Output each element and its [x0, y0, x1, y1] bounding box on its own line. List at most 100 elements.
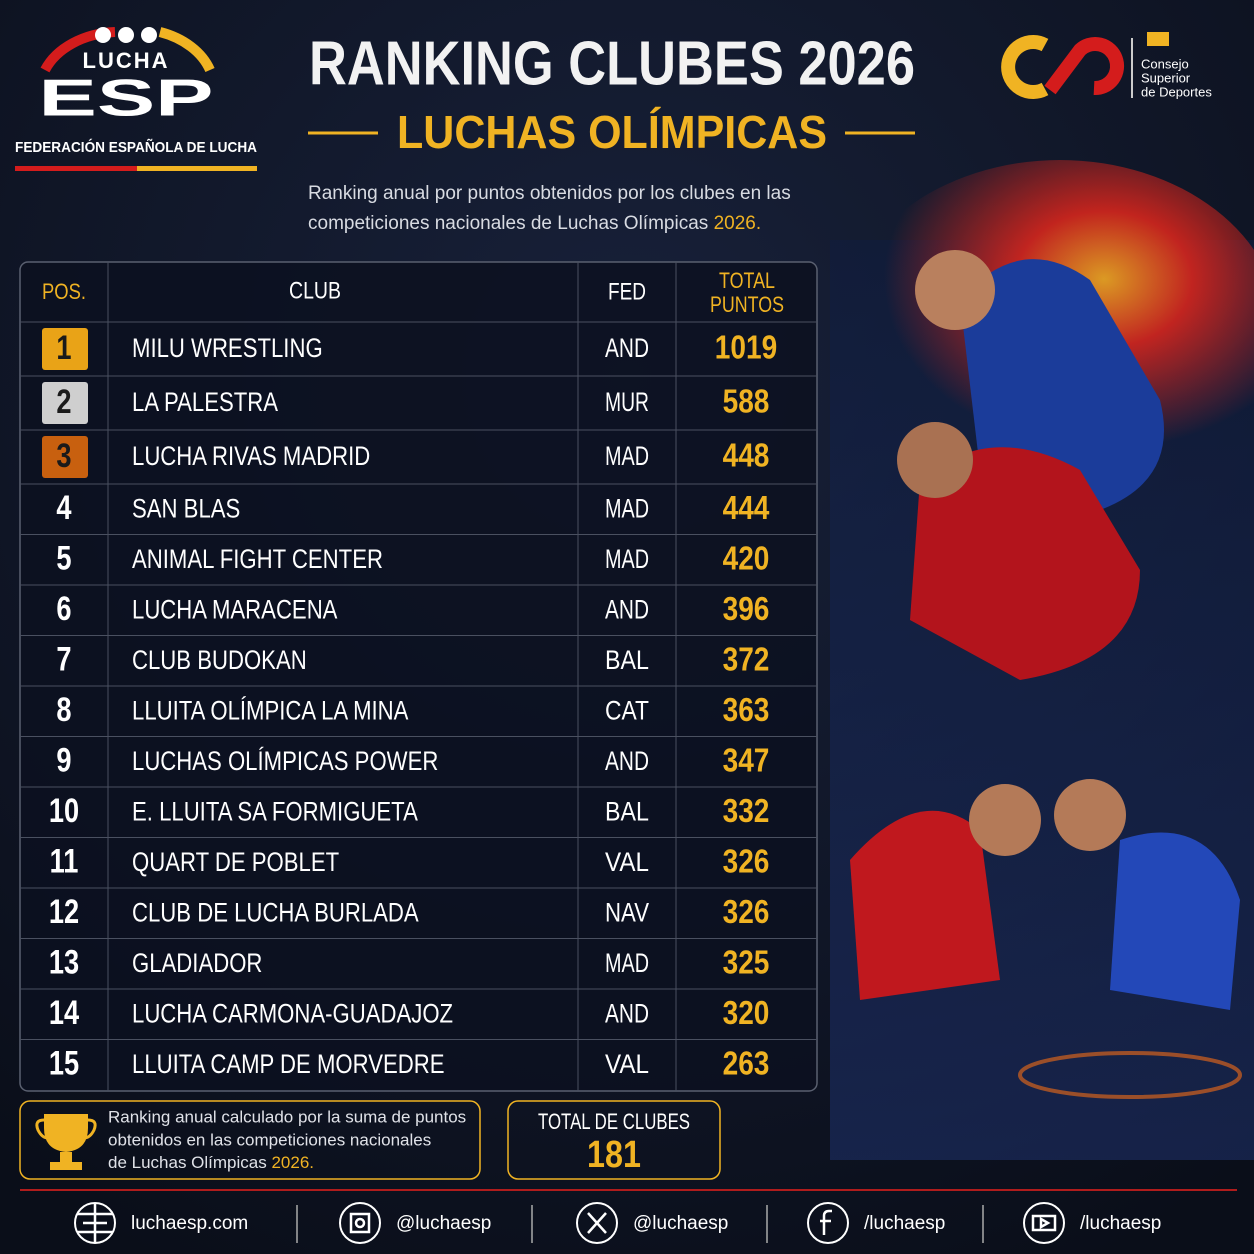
- federation-code: BAL: [605, 645, 649, 675]
- club-name: LUCHA RIVAS MADRID: [132, 441, 370, 471]
- icon-circle: [339, 1202, 381, 1244]
- club-name: E. LLUITA SA FORMIGUETA: [132, 796, 418, 826]
- trophy-handles: [35, 1118, 97, 1140]
- partner-name: Superior: [1141, 70, 1191, 85]
- total-points: 396: [723, 591, 770, 628]
- partner-name: de Deportes: [1141, 84, 1212, 99]
- header-club: CLUB: [289, 277, 341, 304]
- club-name: LA PALESTRA: [132, 387, 278, 417]
- club-name: LUCHA CARMONA-GUADAJOZ: [132, 998, 453, 1028]
- social-icon: [339, 1202, 381, 1244]
- total-points: 263: [723, 1045, 770, 1082]
- description: Ranking anual por puntos obtenidos por l…: [308, 183, 791, 204]
- social-link: @luchaesp: [633, 1213, 728, 1234]
- icon-glyph: [349, 1212, 371, 1234]
- total-points: 1019: [715, 330, 777, 367]
- federation-code: BAL: [605, 796, 649, 826]
- icon-circle: [807, 1202, 849, 1244]
- position: 3: [56, 436, 71, 475]
- federation-code: VAL: [605, 1049, 649, 1079]
- total-points: 325: [723, 944, 770, 981]
- federation-code: MAD: [605, 493, 649, 523]
- icon-circle: [576, 1202, 618, 1244]
- position: 10: [49, 791, 79, 830]
- header-points: TOTAL: [719, 268, 775, 293]
- header-fed: FED: [608, 278, 646, 305]
- total-points: 326: [723, 894, 770, 931]
- note-highlight: 2026.: [271, 1153, 314, 1172]
- medal-badge: [42, 328, 88, 370]
- federation-code: MUR: [605, 387, 649, 417]
- club-name: LUCHAS OLÍMPICAS POWER: [132, 746, 438, 776]
- club-name: CLUB BUDOKAN: [132, 645, 307, 675]
- position: 2: [56, 382, 71, 421]
- position: 7: [56, 640, 71, 679]
- total-label: TOTAL DE CLUBES: [538, 1109, 690, 1134]
- total-points: 372: [723, 641, 770, 678]
- club-name: SAN BLAS: [132, 493, 240, 523]
- total-points: 420: [723, 540, 770, 577]
- position: 8: [56, 690, 71, 729]
- position: 12: [49, 892, 79, 931]
- club-name: CLUB DE LUCHA BURLADA: [132, 897, 419, 927]
- note-text: Ranking anual calculado por la suma de p…: [108, 1107, 466, 1126]
- federation-code: CAT: [605, 695, 649, 725]
- position: 1: [56, 328, 71, 367]
- social-icon: [74, 1202, 116, 1244]
- photo: [830, 160, 1254, 1160]
- federation-code: AND: [605, 333, 649, 363]
- club-name: GLADIADOR: [132, 948, 262, 978]
- position: 4: [56, 488, 71, 527]
- trophy-icon: [35, 1114, 97, 1170]
- federation-code: NAV: [605, 897, 649, 927]
- social-link: luchaesp.com: [131, 1213, 248, 1234]
- federation: FEDERACIÓN ESPAÑOLA DE LUCHA: [15, 138, 257, 156]
- total-value: 181: [587, 1134, 641, 1176]
- icon-glyph: [77, 1203, 113, 1243]
- total-box: [507, 1100, 721, 1180]
- club-name: LUCHA MARACENA: [132, 594, 337, 624]
- note-box: [19, 1100, 481, 1180]
- ranking-table: [19, 261, 818, 1092]
- total-points: 320: [723, 995, 770, 1032]
- social-link: @luchaesp: [396, 1213, 491, 1234]
- note-text: de Luchas Olímpicas 2026.: [108, 1153, 314, 1172]
- total-points: 332: [723, 793, 770, 830]
- club-name: QUART DE POBLET: [132, 847, 339, 877]
- partner-logo: [1001, 32, 1169, 99]
- total-points: 326: [723, 843, 770, 880]
- icon-circle: [1023, 1202, 1065, 1244]
- total-points: 444: [723, 490, 770, 527]
- club-name: MILU WRESTLING: [132, 333, 323, 363]
- description: competiciones nacionales de Luchas Olímp…: [308, 213, 761, 234]
- icon-glyph: [1031, 1214, 1057, 1232]
- description-text: competiciones nacionales de Luchas Olímp…: [308, 213, 714, 234]
- federation-code: AND: [605, 998, 649, 1028]
- position: 14: [49, 993, 79, 1032]
- federation-code: AND: [605, 594, 649, 624]
- header-points: PUNTOS: [710, 292, 784, 317]
- club-name: LLUITA OLÍMPICA LA MINA: [132, 695, 408, 725]
- position: 9: [56, 741, 71, 780]
- federation-code: MAD: [605, 441, 649, 471]
- medal-badge: [42, 382, 88, 424]
- total-points: 363: [723, 692, 770, 729]
- position: 5: [56, 539, 71, 578]
- position: 6: [56, 589, 71, 628]
- total-points: 347: [723, 742, 770, 779]
- federation-code: VAL: [605, 847, 649, 877]
- position: 15: [49, 1044, 79, 1083]
- social-icon: [576, 1202, 618, 1244]
- position: 13: [49, 943, 79, 982]
- icon-glyph: [820, 1209, 832, 1235]
- note-text: obtenidos en las competiciones nacionale…: [108, 1130, 431, 1149]
- medal-badge: [42, 436, 88, 478]
- social-link: /luchaesp: [1080, 1213, 1161, 1234]
- icon-glyph: [587, 1212, 607, 1234]
- title: RANKING CLUBES 2026: [309, 29, 915, 98]
- trophy-cup: [44, 1114, 88, 1170]
- logo-top: LUCHA: [83, 48, 170, 73]
- social-icon: [807, 1202, 849, 1244]
- club-name: ANIMAL FIGHT CENTER: [132, 544, 383, 574]
